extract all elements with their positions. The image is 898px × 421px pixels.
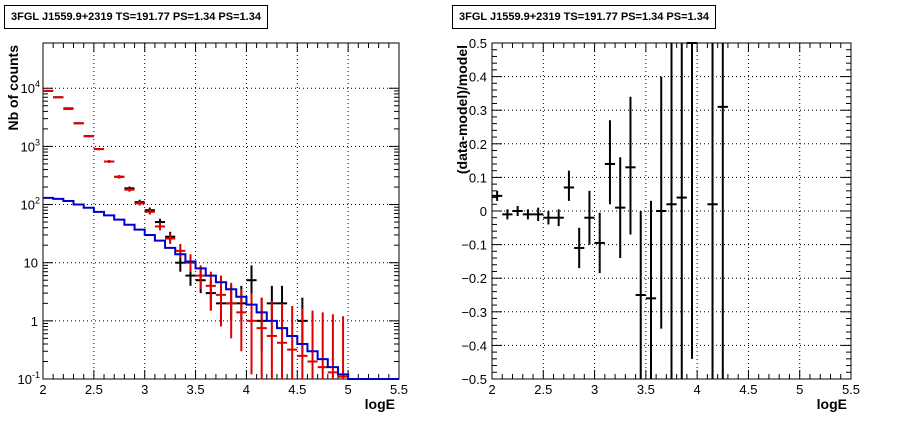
x-tick-label: 2 — [39, 382, 46, 397]
y-tick-label: −0.3 — [461, 305, 487, 320]
y-tick-label: 0 — [480, 204, 487, 219]
x-tick-label: 4.5 — [288, 382, 306, 397]
x-tick-label: 3 — [141, 382, 148, 397]
spectrum-title: 3FGL J1559.9+2319 TS=191.77 PS=1.34 PS=1… — [4, 5, 268, 29]
x-tick-label: 4 — [243, 382, 250, 397]
x-tick-label: 5.5 — [842, 382, 860, 397]
residual-title: 3FGL J1559.9+2319 TS=191.77 PS=1.34 PS=1… — [452, 5, 716, 29]
x-tick-label: 3 — [591, 382, 598, 397]
spectrum-panel: 2 2.5 3 3.5 4 4.5 5 5.5 10-1 1 10 102 103 104 logE Nb o… — [5, 42, 408, 412]
y-tick-label: −0.2 — [461, 271, 487, 286]
y-tick-label: 0.2 — [469, 137, 487, 152]
x-tick-label: 2 — [488, 382, 495, 397]
y-tick-label: −0.5 — [461, 372, 487, 387]
y-tick-label: 0.1 — [469, 170, 487, 185]
x-tick-label: 3.5 — [637, 382, 655, 397]
y-axis-label: Nb of counts — [5, 45, 21, 131]
x-axis-label: logE — [365, 396, 395, 412]
model-step-line — [43, 196, 399, 380]
residual-panel: 2 2.5 3 3.5 4 4.5 5 5.5 −0.5 −0.4 −0.3 −0.2 −0.1 0 0.1… — [454, 36, 860, 412]
x-tick-label: 5 — [345, 382, 352, 397]
y-axis-label: (data-model)/model — [454, 45, 470, 174]
y-tick-label: 0.3 — [469, 103, 487, 118]
x-tick-label: 2.5 — [85, 382, 103, 397]
y-tick-label: 1 — [31, 314, 38, 329]
y-tick-label: 104 — [21, 79, 40, 96]
x-tick-label: 3.5 — [187, 382, 205, 397]
y-tick-label: 10-1 — [18, 370, 40, 387]
x-tick-label: 5.5 — [390, 382, 408, 397]
y-tick-label: 102 — [21, 196, 40, 213]
y-tick-label: 103 — [21, 137, 40, 154]
x-tick-label: 5 — [796, 382, 803, 397]
x-tick-label: 4.5 — [739, 382, 757, 397]
x-tick-label: 2.5 — [534, 382, 552, 397]
x-tick-label: 4 — [694, 382, 701, 397]
plot-frame — [42, 42, 400, 380]
y-tick-label: −0.1 — [461, 238, 487, 253]
y-tick-label: −0.4 — [461, 338, 487, 353]
y-tick-label: 10 — [24, 256, 38, 271]
x-axis-label: logE — [817, 396, 847, 412]
y-tick-label: 0.4 — [469, 70, 487, 85]
y-tick-label: 0.5 — [469, 36, 487, 51]
